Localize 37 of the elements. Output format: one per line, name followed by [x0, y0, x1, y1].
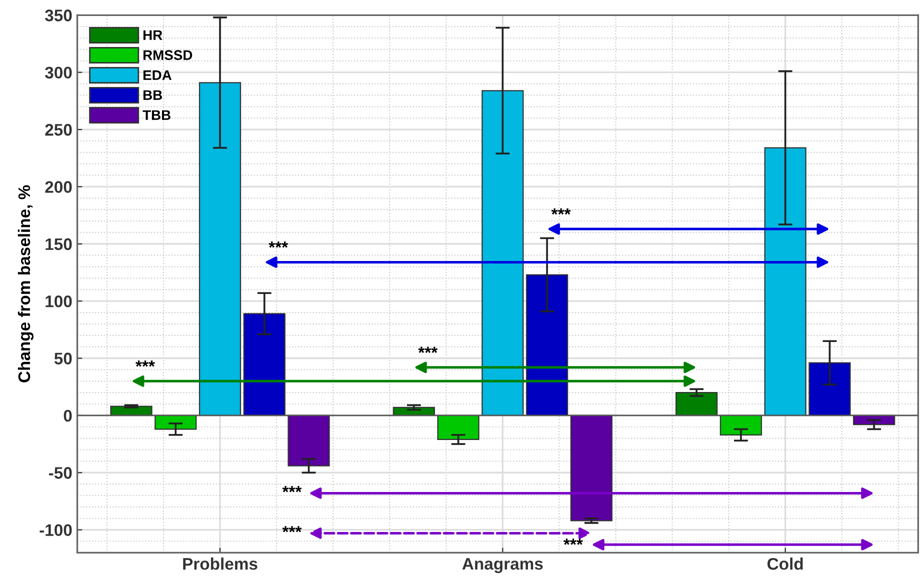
legend-label: EDA: [143, 70, 172, 80]
y-tick-label: 50: [54, 352, 72, 364]
legend-label: BB: [143, 90, 162, 100]
y-tick-label: -50: [48, 467, 72, 479]
y-tick-label: 350: [44, 10, 72, 22]
legend-label: RMSSD: [143, 50, 192, 60]
annotation: ***: [551, 208, 571, 215]
x-tick-label: Anagrams: [462, 558, 543, 574]
annotation: ***: [282, 486, 302, 492]
y-tick-label: 250: [45, 124, 72, 136]
x-tick-label: Cold: [767, 558, 803, 570]
bar: [288, 414, 330, 466]
y-axis-title: Change from baseline, %: [18, 185, 34, 382]
bar: [482, 90, 524, 416]
bar: [676, 392, 718, 416]
y-tick-label: 0: [64, 410, 72, 422]
annotation: ***: [282, 526, 302, 532]
bar: [526, 274, 568, 416]
bar: [437, 414, 480, 440]
annotation: ***: [136, 360, 155, 367]
bar: [764, 147, 806, 416]
annotation: ***: [564, 538, 583, 545]
annotation: ***: [418, 346, 438, 353]
bar: [570, 414, 612, 522]
y-tick-label: 150: [46, 238, 72, 250]
x-tick-label: Problems: [183, 558, 258, 570]
legend-label: TBB: [142, 110, 170, 120]
bar: [198, 82, 242, 416]
y-tick-label: -100: [40, 524, 72, 536]
legend-label: HR: [143, 30, 162, 40]
bar: [720, 414, 762, 436]
y-tick-label: 200: [45, 181, 72, 193]
y-tick-label: 100: [46, 295, 72, 308]
bar: [808, 362, 851, 416]
bar: [243, 313, 286, 416]
y-tick-label: 300: [44, 66, 72, 79]
annotation: ***: [268, 242, 288, 248]
